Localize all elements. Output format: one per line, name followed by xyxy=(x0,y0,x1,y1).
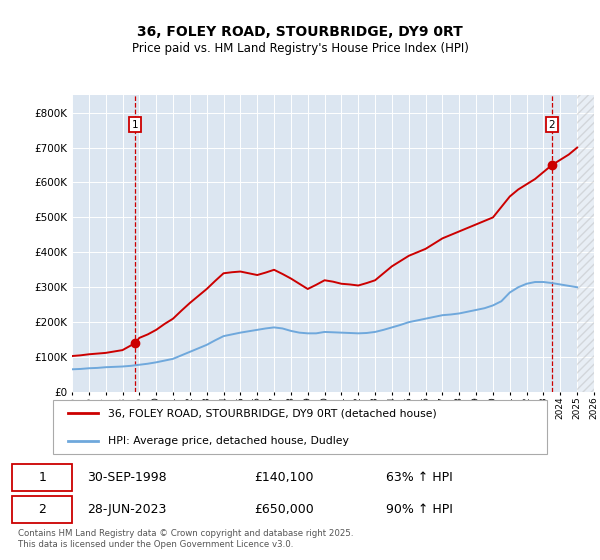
Text: HPI: Average price, detached house, Dudley: HPI: Average price, detached house, Dudl… xyxy=(109,436,349,446)
Text: £140,100: £140,100 xyxy=(254,471,313,484)
Text: 63% ↑ HPI: 63% ↑ HPI xyxy=(386,471,453,484)
Text: 2: 2 xyxy=(38,503,46,516)
FancyBboxPatch shape xyxy=(53,400,547,454)
Text: 1: 1 xyxy=(38,471,46,484)
Text: 2: 2 xyxy=(548,120,555,130)
Text: 36, FOLEY ROAD, STOURBRIDGE, DY9 0RT: 36, FOLEY ROAD, STOURBRIDGE, DY9 0RT xyxy=(137,25,463,39)
Text: Contains HM Land Registry data © Crown copyright and database right 2025.
This d: Contains HM Land Registry data © Crown c… xyxy=(18,529,353,549)
Text: 36, FOLEY ROAD, STOURBRIDGE, DY9 0RT (detached house): 36, FOLEY ROAD, STOURBRIDGE, DY9 0RT (de… xyxy=(109,408,437,418)
Text: 1: 1 xyxy=(132,120,139,130)
Bar xyxy=(577,95,594,392)
Text: 28-JUN-2023: 28-JUN-2023 xyxy=(87,503,166,516)
FancyBboxPatch shape xyxy=(12,496,73,523)
Text: 30-SEP-1998: 30-SEP-1998 xyxy=(87,471,167,484)
Text: Price paid vs. HM Land Registry's House Price Index (HPI): Price paid vs. HM Land Registry's House … xyxy=(131,42,469,55)
Text: 90% ↑ HPI: 90% ↑ HPI xyxy=(386,503,453,516)
Text: £650,000: £650,000 xyxy=(254,503,314,516)
FancyBboxPatch shape xyxy=(12,464,73,491)
